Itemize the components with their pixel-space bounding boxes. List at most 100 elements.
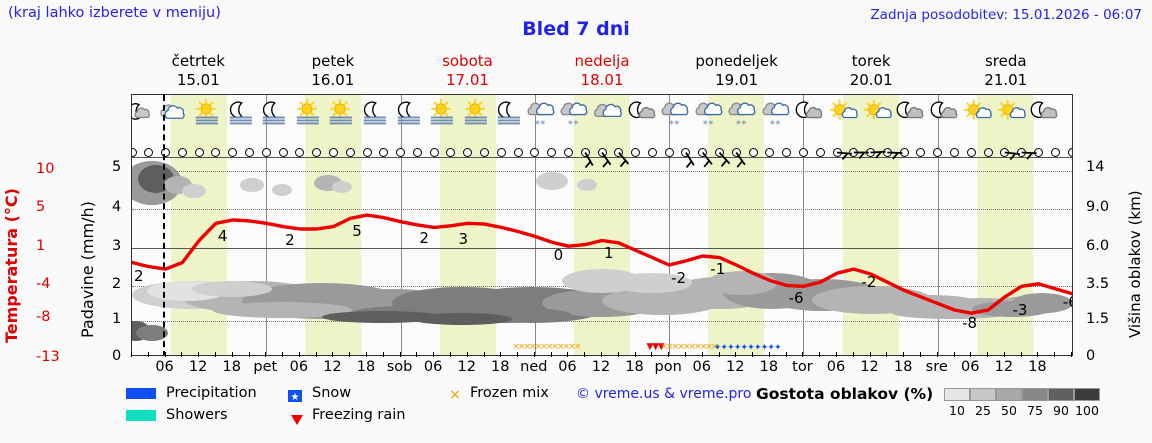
precip-marker: × — [557, 342, 565, 352]
precip-tick-5: 0 — [112, 348, 122, 364]
precip-marker: ✦ — [767, 343, 775, 353]
day-name: ponedeljek — [695, 52, 778, 70]
x-tick — [181, 352, 183, 357]
wind-barb — [194, 148, 204, 157]
wind-barb — [161, 148, 171, 157]
wind-barb — [782, 148, 792, 157]
x-label-13: 12 — [591, 359, 611, 375]
day-separator-6 — [937, 95, 939, 355]
day-header-0: četrtek 15.01 — [131, 52, 266, 92]
cloud-tick-0: 14 — [1086, 159, 1105, 175]
precip-marker: ✦ — [753, 343, 762, 353]
wind-barb — [983, 148, 993, 157]
cloud-scale-box-10 — [944, 388, 970, 401]
x-label-6: 18 — [356, 359, 376, 375]
day-date: 16.01 — [311, 71, 355, 89]
temp-tick-3: -4 — [36, 276, 51, 292]
temp-tick-5: -13 — [36, 349, 60, 365]
cloud-scale-box-100 — [1074, 388, 1100, 401]
x-tick — [231, 352, 233, 357]
x-tick — [483, 352, 485, 357]
precip-marker: × — [694, 342, 702, 352]
temp-tick-0: 10 — [36, 161, 55, 177]
x-tick — [987, 352, 989, 357]
x-label-1: 12 — [188, 359, 208, 375]
wind-barb — [664, 148, 674, 157]
weather-icon-strip: ✳✳ ✳✳ ✳✳ ✳✳ ✳✳ ✳✳ — [132, 95, 1072, 140]
temp-label-1: 4 — [217, 227, 228, 246]
weather-icon-cloud-snow: ✳✳ — [558, 99, 592, 129]
x-tick — [651, 352, 653, 357]
x-tick — [752, 352, 754, 357]
day-name: torek — [851, 52, 891, 70]
freezing-rain-icon — [290, 411, 304, 430]
wind-barb — [563, 148, 573, 157]
weather-icon-moon-cloud — [626, 99, 660, 129]
x-tick — [852, 352, 854, 357]
precip-marker: × — [677, 342, 685, 352]
x-label-26: 18 — [1028, 359, 1047, 375]
legend-label-showers: Showers — [166, 407, 228, 423]
precip-marker: × — [671, 342, 680, 352]
wind-barb — [748, 148, 758, 157]
day-header-3: nedelja 18.01 — [535, 52, 670, 92]
copyright-link[interactable]: © vreme.us & vreme.pro — [576, 386, 752, 402]
location-menu-hint[interactable]: (kraj lahko izberete v meniju) — [8, 5, 221, 21]
x-tick — [198, 352, 200, 357]
day-header-row: četrtek 15.01 petek 16.01 sobota 17.01 nedelja… — [131, 52, 1073, 92]
x-label-10: 18 — [491, 359, 510, 375]
wind-barb — [362, 148, 372, 157]
temp-label-2: 2 — [285, 230, 295, 249]
legend-label-freezing-rain: Freezing rain — [312, 407, 406, 423]
x-tick — [768, 352, 770, 357]
cloud-tick-5: 0 — [1086, 348, 1096, 364]
showers-swatch — [126, 410, 156, 421]
x-tick — [1037, 352, 1039, 357]
x-label-17: 12 — [726, 359, 745, 375]
x-tick — [1071, 352, 1072, 357]
wind-barb — [446, 148, 456, 157]
svg-text:✳✳: ✳✳ — [568, 119, 580, 127]
x-tick — [533, 352, 535, 357]
day-date: 19.01 — [715, 71, 759, 89]
page-title: Bled 7 dni — [522, 18, 630, 40]
x-tick — [131, 352, 132, 357]
day-separator-2 — [400, 95, 402, 355]
wind-barb — [1067, 148, 1072, 157]
wind-barb — [631, 148, 641, 157]
temp-label-8: -2 — [671, 269, 687, 287]
day-separator-5 — [803, 95, 805, 355]
cloud-scale-label-90: 90 — [1053, 403, 1069, 418]
precipitation-swatch — [126, 388, 156, 399]
x-tick — [601, 352, 602, 357]
cloud-density-legend-title: Gostota oblakov (%) — [756, 385, 934, 403]
cloud-blob — [136, 325, 168, 341]
wind-barb — [278, 148, 288, 157]
precip-marker: ✦ — [727, 343, 735, 353]
wind-barb — [815, 148, 825, 157]
temp-label-11: -2 — [861, 273, 877, 292]
x-label-16: 06 — [692, 359, 711, 375]
x-tick — [1003, 352, 1005, 357]
x-label-25: 12 — [994, 359, 1014, 375]
weather-icon-moon-cloud — [793, 99, 827, 129]
day-name: nedelja — [574, 52, 630, 70]
precip-marker: × — [688, 342, 697, 352]
wind-barb — [647, 148, 657, 157]
wind-barb — [480, 148, 489, 157]
wind-barb — [916, 148, 926, 157]
weather-icon-moon-rain — [223, 99, 257, 129]
x-tick — [836, 352, 837, 357]
svg-text:✳✳: ✳✳ — [668, 119, 680, 127]
weather-icon-moon-rain — [357, 99, 391, 129]
last-updated-text: Zadnja posodobitev: 15.01.2026 - 06:07 — [870, 7, 1142, 23]
x-tick — [382, 352, 384, 357]
weather-icon-cloud-snow: ✳✳ — [693, 99, 727, 129]
x-tick — [617, 352, 619, 357]
x-tick — [735, 352, 737, 357]
x-tick — [416, 352, 418, 357]
x-tick — [584, 352, 586, 357]
precip-marker: × — [512, 342, 520, 352]
x-tick — [684, 352, 686, 357]
